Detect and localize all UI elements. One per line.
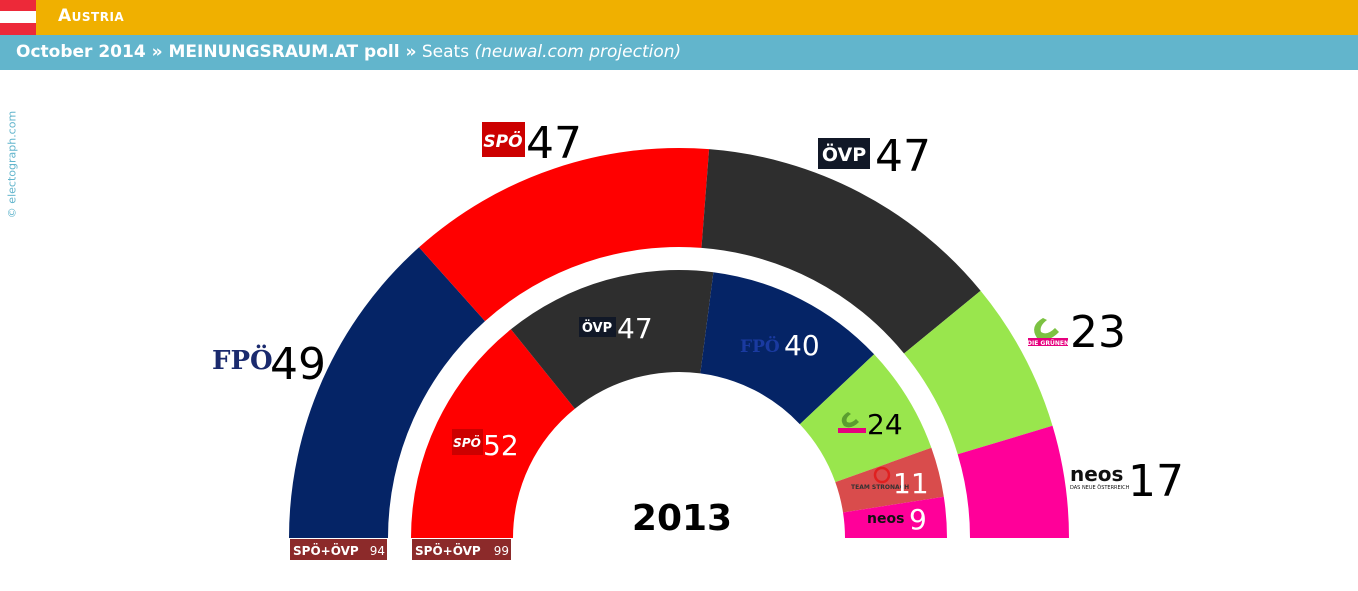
inner-value-stronach: 11 — [893, 467, 929, 500]
coalition-value-inner: 99 — [494, 544, 509, 558]
coalition-value-outer: 94 — [370, 544, 385, 558]
grune-inner-logo-icon — [841, 412, 859, 428]
ovp-logo: ÖVP — [822, 142, 866, 166]
inner-value-grune: 24 — [867, 408, 903, 441]
spo-inner-logo: SPÖ — [453, 435, 481, 450]
inner-value-neos: 9 — [909, 503, 927, 536]
inner-segment-neos — [843, 496, 947, 538]
outer-segment-fp- — [289, 247, 486, 538]
subtitle-seats: Seats — [416, 42, 475, 62]
inner-value-spo: 52 — [483, 429, 519, 462]
ovp-outer-label: ÖVP 47 — [818, 131, 931, 182]
grune-logo-icon — [1034, 318, 1059, 340]
ovp-inner-logo: ÖVP — [582, 320, 612, 336]
neos-logo: neos — [1070, 462, 1123, 486]
austria-flag-icon — [0, 0, 36, 35]
spo-logo-box — [482, 122, 525, 157]
ovp-inner-label: ÖVP 47 — [579, 312, 653, 345]
stronach-inner-label: TEAM STRONACH 11 — [851, 466, 929, 500]
coalition-label-inner: SPÖ+ÖVP — [415, 543, 481, 558]
outer-segment-neos — [957, 425, 1069, 538]
inner-year-label: 2013 — [632, 498, 732, 539]
outer-value-grune: 23 — [1070, 307, 1126, 358]
grune-logo-bar — [1028, 338, 1068, 346]
spo-inner-logo-box — [452, 429, 483, 455]
inner-segment--vp — [510, 270, 714, 409]
subtitle-projection: (neuwal.com projection) — [474, 42, 682, 62]
coalition-box-outer: SPÖ+ÖVP 94 — [290, 539, 387, 560]
outer-ring — [289, 148, 1069, 538]
title-bar: Austria — [0, 0, 1358, 35]
neos-inner-logo: neos — [867, 511, 904, 527]
fpo-outer-label: FPÖ 49 — [212, 339, 326, 390]
inner-segment-sp- — [411, 329, 575, 538]
grune-logo: DIE GRÜNEN — [1027, 340, 1069, 347]
inner-segment-fp- — [700, 272, 875, 425]
outer-segment-sp- — [419, 148, 710, 322]
spo-outer-label: SPÖ 47 — [482, 118, 582, 169]
subtitle-bar: October 2014 » MEINUNGSRAUM.AT poll » Se… — [0, 35, 1358, 70]
coalition-label-outer: SPÖ+ÖVP — [293, 543, 359, 558]
outer-segment--vp — [701, 149, 981, 354]
grune-inner-logo-bar — [838, 428, 866, 433]
neos-outer-label: neos DAS NEUE ÖSTERREICH 17 — [1070, 456, 1184, 507]
fpo-inner-logo: FPÖ — [740, 336, 780, 357]
fpo-inner-label: FPÖ 40 — [740, 329, 820, 362]
stronach-logo-icon — [873, 466, 891, 484]
inner-value-fpo: 40 — [784, 329, 820, 362]
stronach-logo: TEAM STRONACH — [851, 484, 909, 491]
subtitle-poll: October 2014 » MEINUNGSRAUM.AT poll » — [16, 42, 417, 62]
fpo-logo: FPÖ — [212, 344, 273, 376]
coalition-box-inner: SPÖ+ÖVP 99 — [412, 539, 511, 560]
inner-ring — [411, 270, 947, 538]
neos-logo-sub: DAS NEUE ÖSTERREICH — [1070, 484, 1130, 491]
outer-value-ovp: 47 — [875, 131, 931, 182]
neos-inner-label: neos 9 — [867, 503, 927, 536]
outer-segment-gr-ne — [904, 290, 1053, 455]
inner-segment-gr-ne — [799, 354, 932, 483]
country-title: Austria — [58, 6, 125, 26]
outer-value-spo: 47 — [526, 118, 582, 169]
outer-value-fpo: 49 — [270, 339, 326, 390]
ovp-inner-logo-box — [579, 317, 616, 337]
spo-inner-label: SPÖ 52 — [452, 429, 519, 462]
spo-logo: SPÖ — [483, 130, 522, 152]
grune-outer-label: DIE GRÜNEN 23 — [1027, 307, 1126, 358]
inner-value-ovp: 47 — [617, 312, 653, 345]
grune-inner-label: 24 — [838, 408, 903, 441]
outer-value-neos: 17 — [1128, 456, 1184, 507]
ovp-logo-box — [818, 138, 870, 169]
inner-segment-team-stronach — [835, 447, 944, 513]
